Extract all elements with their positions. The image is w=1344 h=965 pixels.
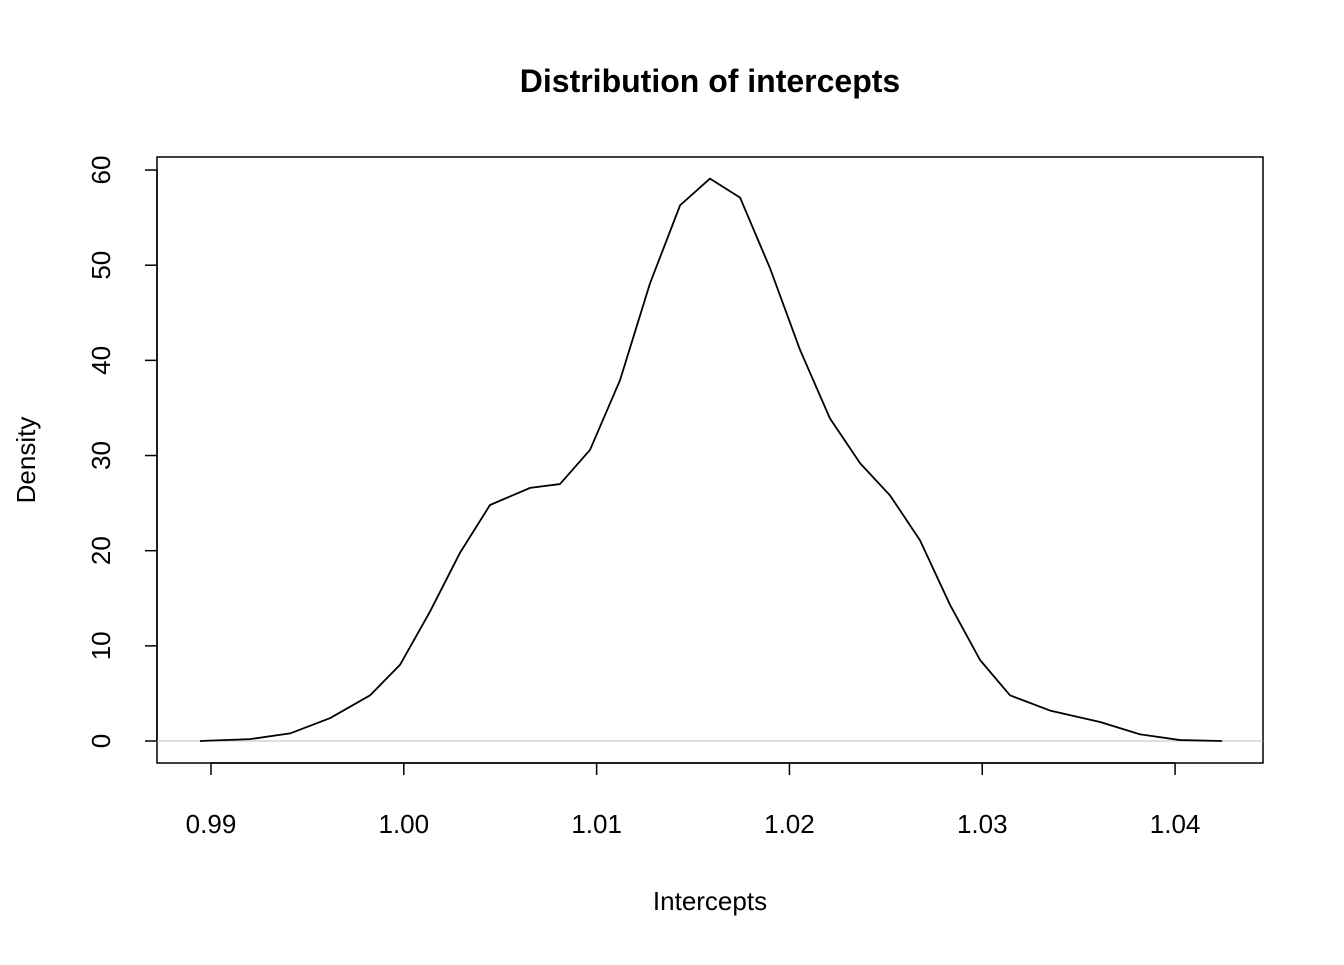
y-tick-label: 20 xyxy=(86,536,116,565)
chart-title: Distribution of intercepts xyxy=(520,63,900,99)
y-tick-label: 10 xyxy=(86,631,116,660)
y-tick-label: 50 xyxy=(86,251,116,280)
x-tick-label: 1.01 xyxy=(571,809,622,839)
x-tick-label: 1.04 xyxy=(1150,809,1201,839)
x-tick-label: 0.99 xyxy=(186,809,237,839)
x-tick-label: 1.02 xyxy=(764,809,815,839)
y-tick-label: 0 xyxy=(86,734,116,748)
x-tick-label: 1.00 xyxy=(379,809,430,839)
y-axis-label: Density xyxy=(11,417,41,504)
x-axis-label: Intercepts xyxy=(653,886,767,916)
density-line xyxy=(199,177,1223,742)
plot-frame xyxy=(156,156,1264,764)
x-tick-label: 1.03 xyxy=(957,809,1008,839)
y-tick-label: 60 xyxy=(86,156,116,185)
y-tick-label: 30 xyxy=(86,441,116,470)
y-tick-label: 40 xyxy=(86,346,116,375)
